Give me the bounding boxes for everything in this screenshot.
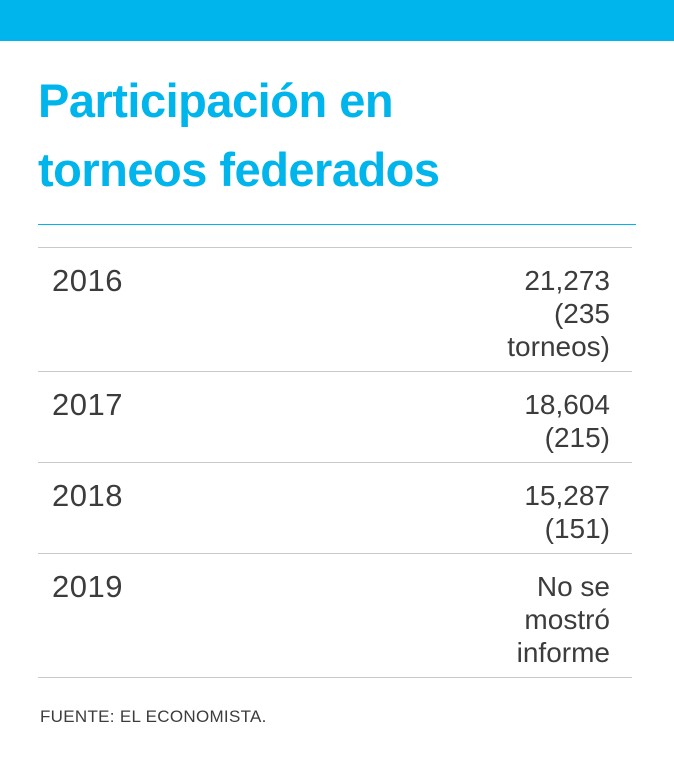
value-line: (215) <box>544 422 610 453</box>
source-note: FUENTE: EL ECONOMISTA. <box>40 707 267 726</box>
year-cell: 2018 <box>52 478 123 513</box>
table-row-2016: 2016 21,273 (235 torneos) <box>38 248 632 372</box>
year-cell: 2017 <box>52 387 123 422</box>
top-accent-bar <box>0 0 674 41</box>
title-divider <box>38 224 636 225</box>
value-line: mostró <box>524 604 610 635</box>
title-line-2: torneos federados <box>38 143 440 196</box>
value-line: 15,287 <box>524 480 610 511</box>
value-line: torneos) <box>507 331 610 362</box>
table-row-2017: 2017 18,604 (215) <box>38 372 632 463</box>
value-line: No se <box>536 571 610 602</box>
value-line: informe <box>516 637 610 668</box>
title-line-1: Participación en <box>38 74 394 127</box>
value-line: (151) <box>544 513 610 544</box>
value-line: 21,273 <box>524 265 610 296</box>
value-line: 18,604 <box>524 389 610 420</box>
year-cell: 2016 <box>52 263 123 298</box>
value-cell: No se mostró informe <box>517 570 610 669</box>
page-title: Participación en torneos federados <box>38 66 638 204</box>
year-cell: 2019 <box>52 569 123 604</box>
value-cell: 21,273 (235 torneos) <box>507 264 610 363</box>
value-line: (235 <box>553 298 610 329</box>
participation-table: 2016 21,273 (235 torneos) 2017 18,604 (2… <box>38 247 632 678</box>
table-row-2018: 2018 15,287 (151) <box>38 463 632 554</box>
value-cell: 15,287 (151) <box>524 479 610 545</box>
value-cell: 18,604 (215) <box>524 388 610 454</box>
table-row-2019: 2019 No se mostró informe <box>38 554 632 678</box>
